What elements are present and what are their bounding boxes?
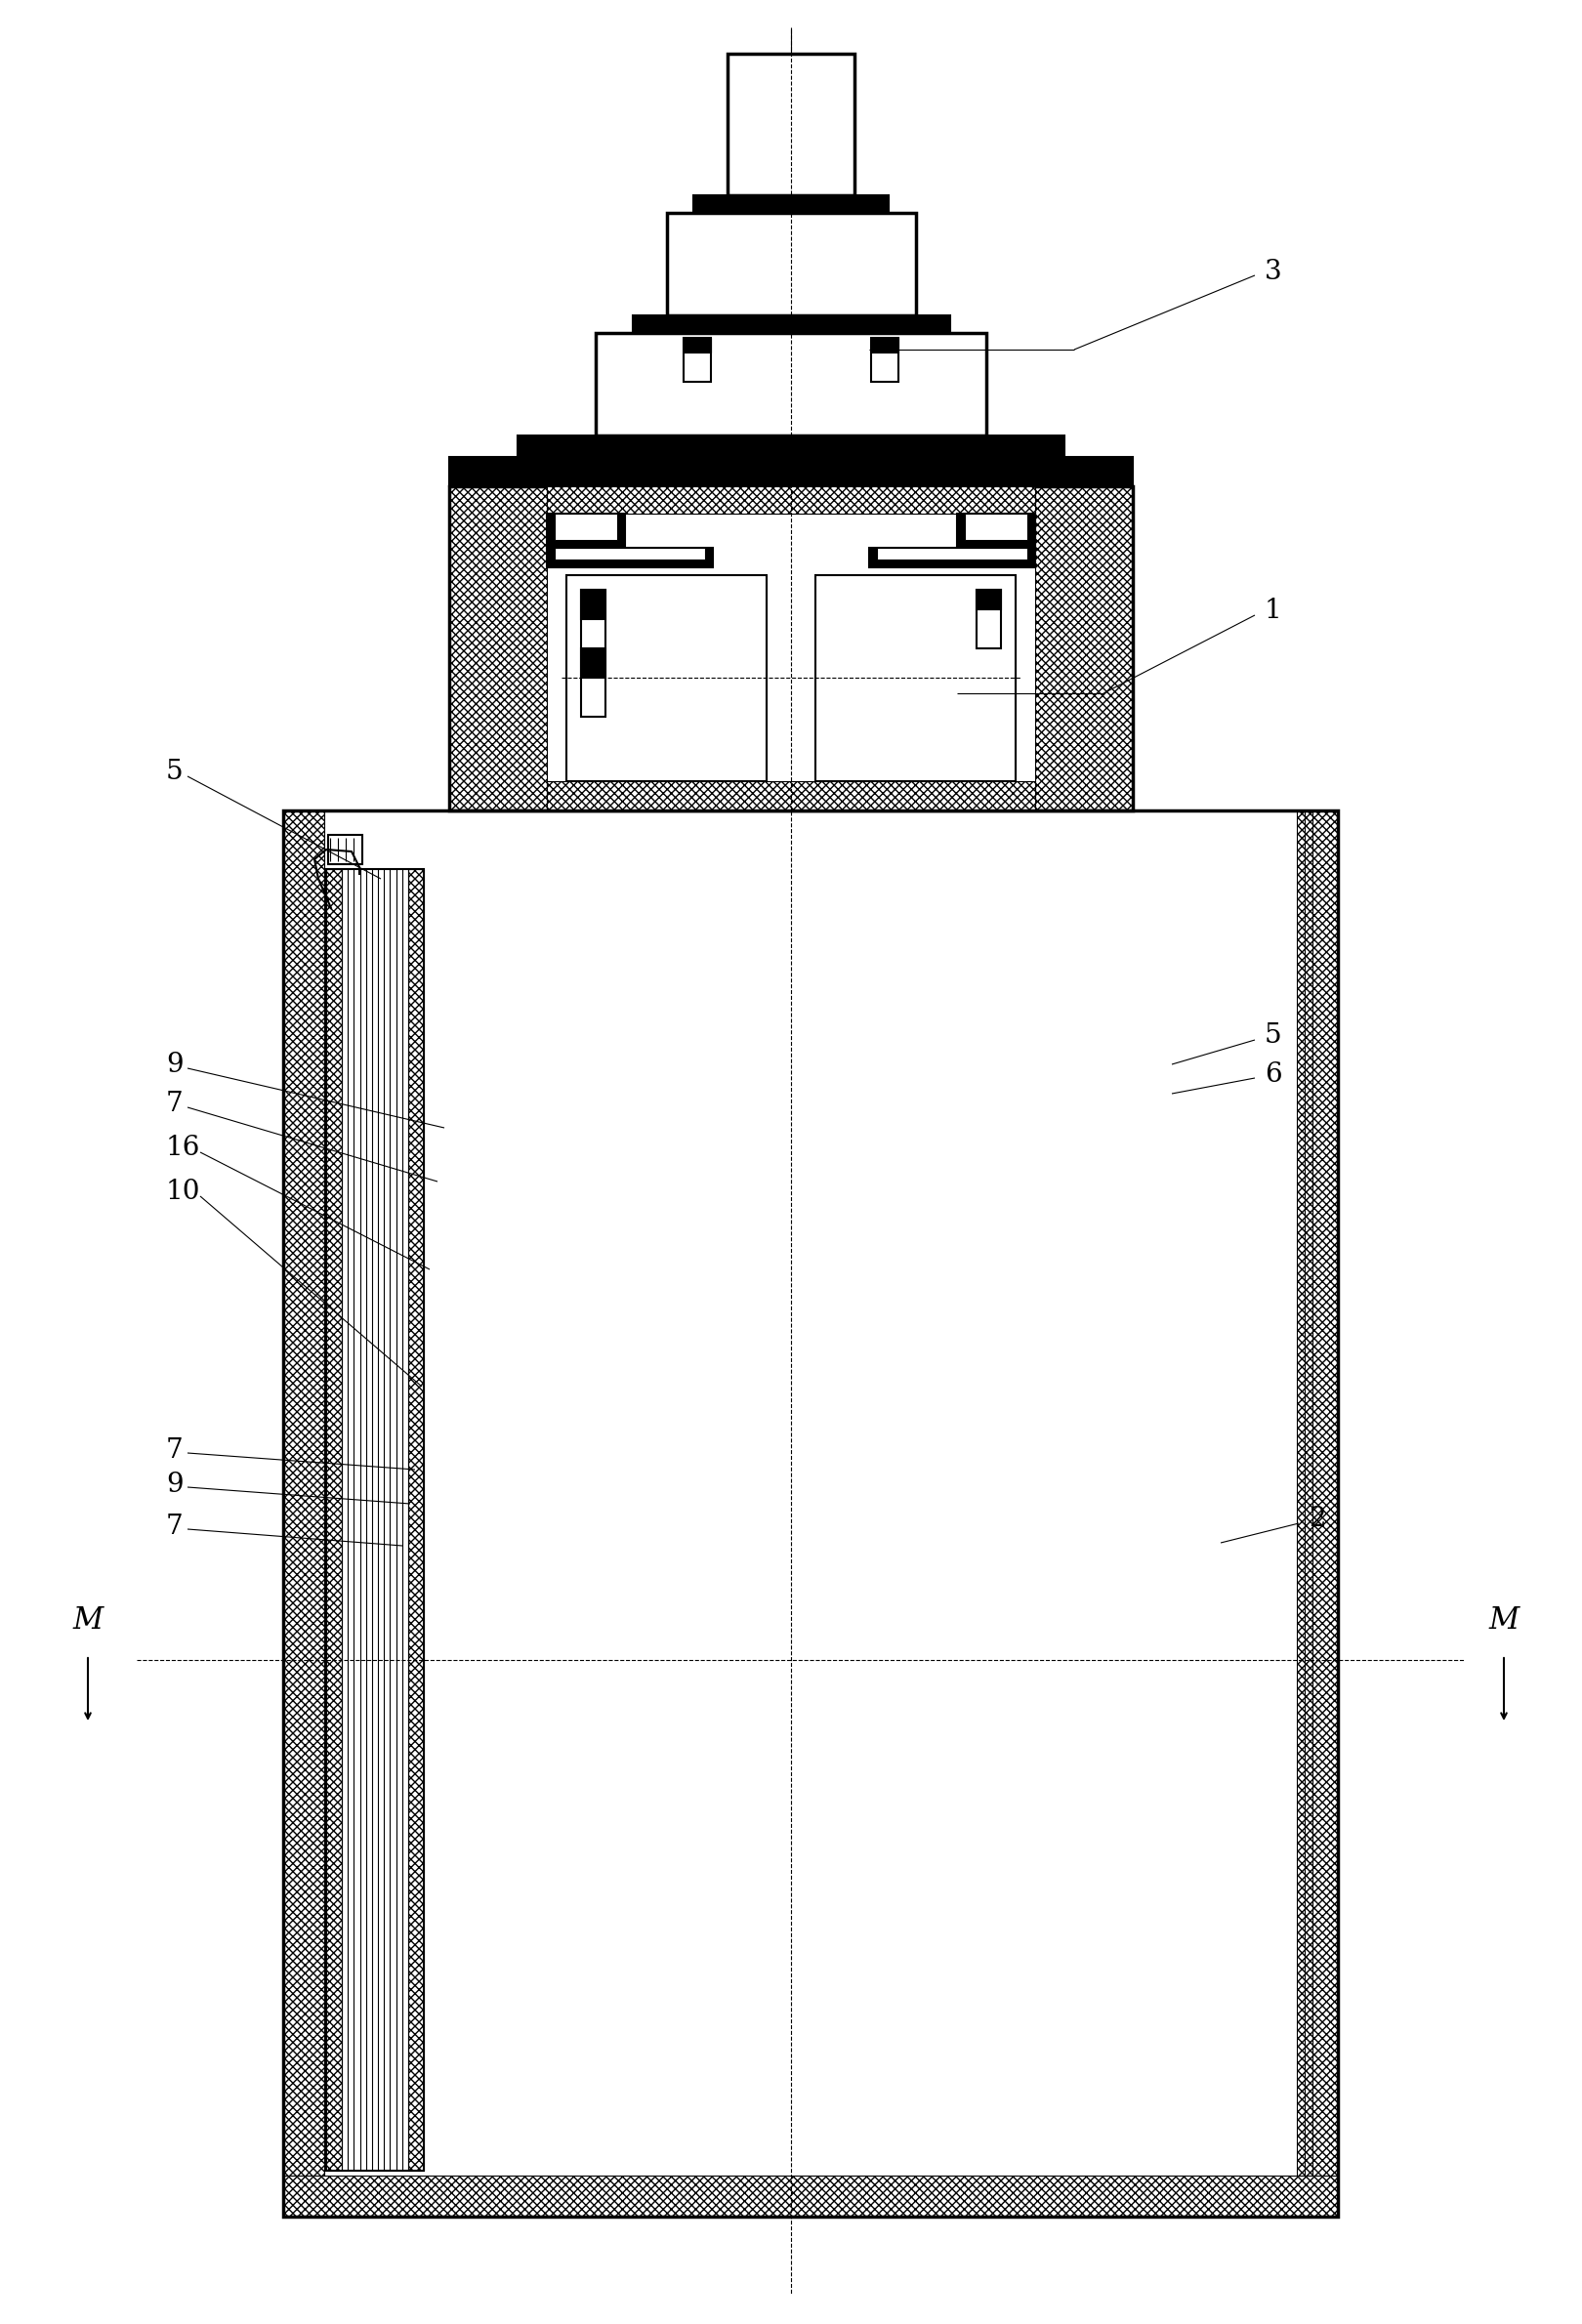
Bar (728, 53, 854, 195)
Bar (872, 337, 899, 353)
Text: 2: 2 (1308, 1506, 1326, 1532)
Bar (547, 514, 625, 548)
Text: 6: 6 (1264, 1062, 1281, 1088)
Text: 9: 9 (166, 1471, 184, 1497)
Bar (815, 574, 1016, 781)
Text: 7: 7 (166, 1436, 184, 1464)
Bar (668, 214, 916, 316)
Bar (581, 648, 606, 679)
Bar (976, 590, 1001, 609)
Bar (976, 590, 1001, 648)
Bar (596, 332, 683, 435)
Bar (581, 590, 606, 716)
Bar (957, 514, 1035, 548)
Text: 16: 16 (166, 1134, 201, 1160)
Bar (728, 214, 854, 316)
Bar (449, 486, 1133, 811)
Text: 3: 3 (1264, 258, 1281, 284)
Bar (668, 214, 728, 316)
Bar (566, 574, 767, 781)
Bar (547, 781, 1035, 811)
Bar (596, 332, 986, 435)
Bar (1297, 811, 1338, 2217)
Bar (449, 486, 547, 811)
Bar (283, 811, 324, 2217)
Bar (854, 214, 914, 316)
Bar (872, 337, 899, 381)
Bar (326, 869, 424, 2171)
Bar (449, 458, 1133, 486)
Text: M: M (73, 1606, 103, 1636)
Bar (547, 548, 713, 567)
Bar (326, 869, 342, 2171)
Text: 1: 1 (1264, 597, 1281, 623)
Bar (693, 195, 889, 214)
Bar (683, 337, 710, 353)
Text: 10: 10 (166, 1178, 201, 1204)
Bar (566, 574, 767, 781)
Bar (517, 435, 1065, 458)
Bar (547, 486, 1035, 514)
Bar (408, 869, 424, 2171)
Bar (965, 514, 1027, 539)
Bar (869, 548, 1035, 567)
Text: 7: 7 (166, 1090, 184, 1116)
Text: 5: 5 (1264, 1023, 1281, 1048)
Bar (683, 337, 710, 381)
Bar (815, 574, 1016, 781)
Bar (899, 332, 986, 435)
Bar (327, 834, 362, 865)
Text: 5: 5 (166, 758, 184, 786)
Bar (555, 548, 706, 560)
Bar (1035, 486, 1133, 811)
Bar (581, 590, 606, 618)
Bar (728, 53, 854, 195)
Bar (633, 316, 951, 332)
Bar (283, 811, 1338, 2217)
Text: M: M (1489, 1606, 1519, 1636)
Text: 9: 9 (166, 1050, 184, 1078)
Bar (283, 2175, 1338, 2217)
Bar (876, 548, 1027, 560)
Text: 7: 7 (166, 1513, 184, 1538)
Bar (555, 514, 617, 539)
